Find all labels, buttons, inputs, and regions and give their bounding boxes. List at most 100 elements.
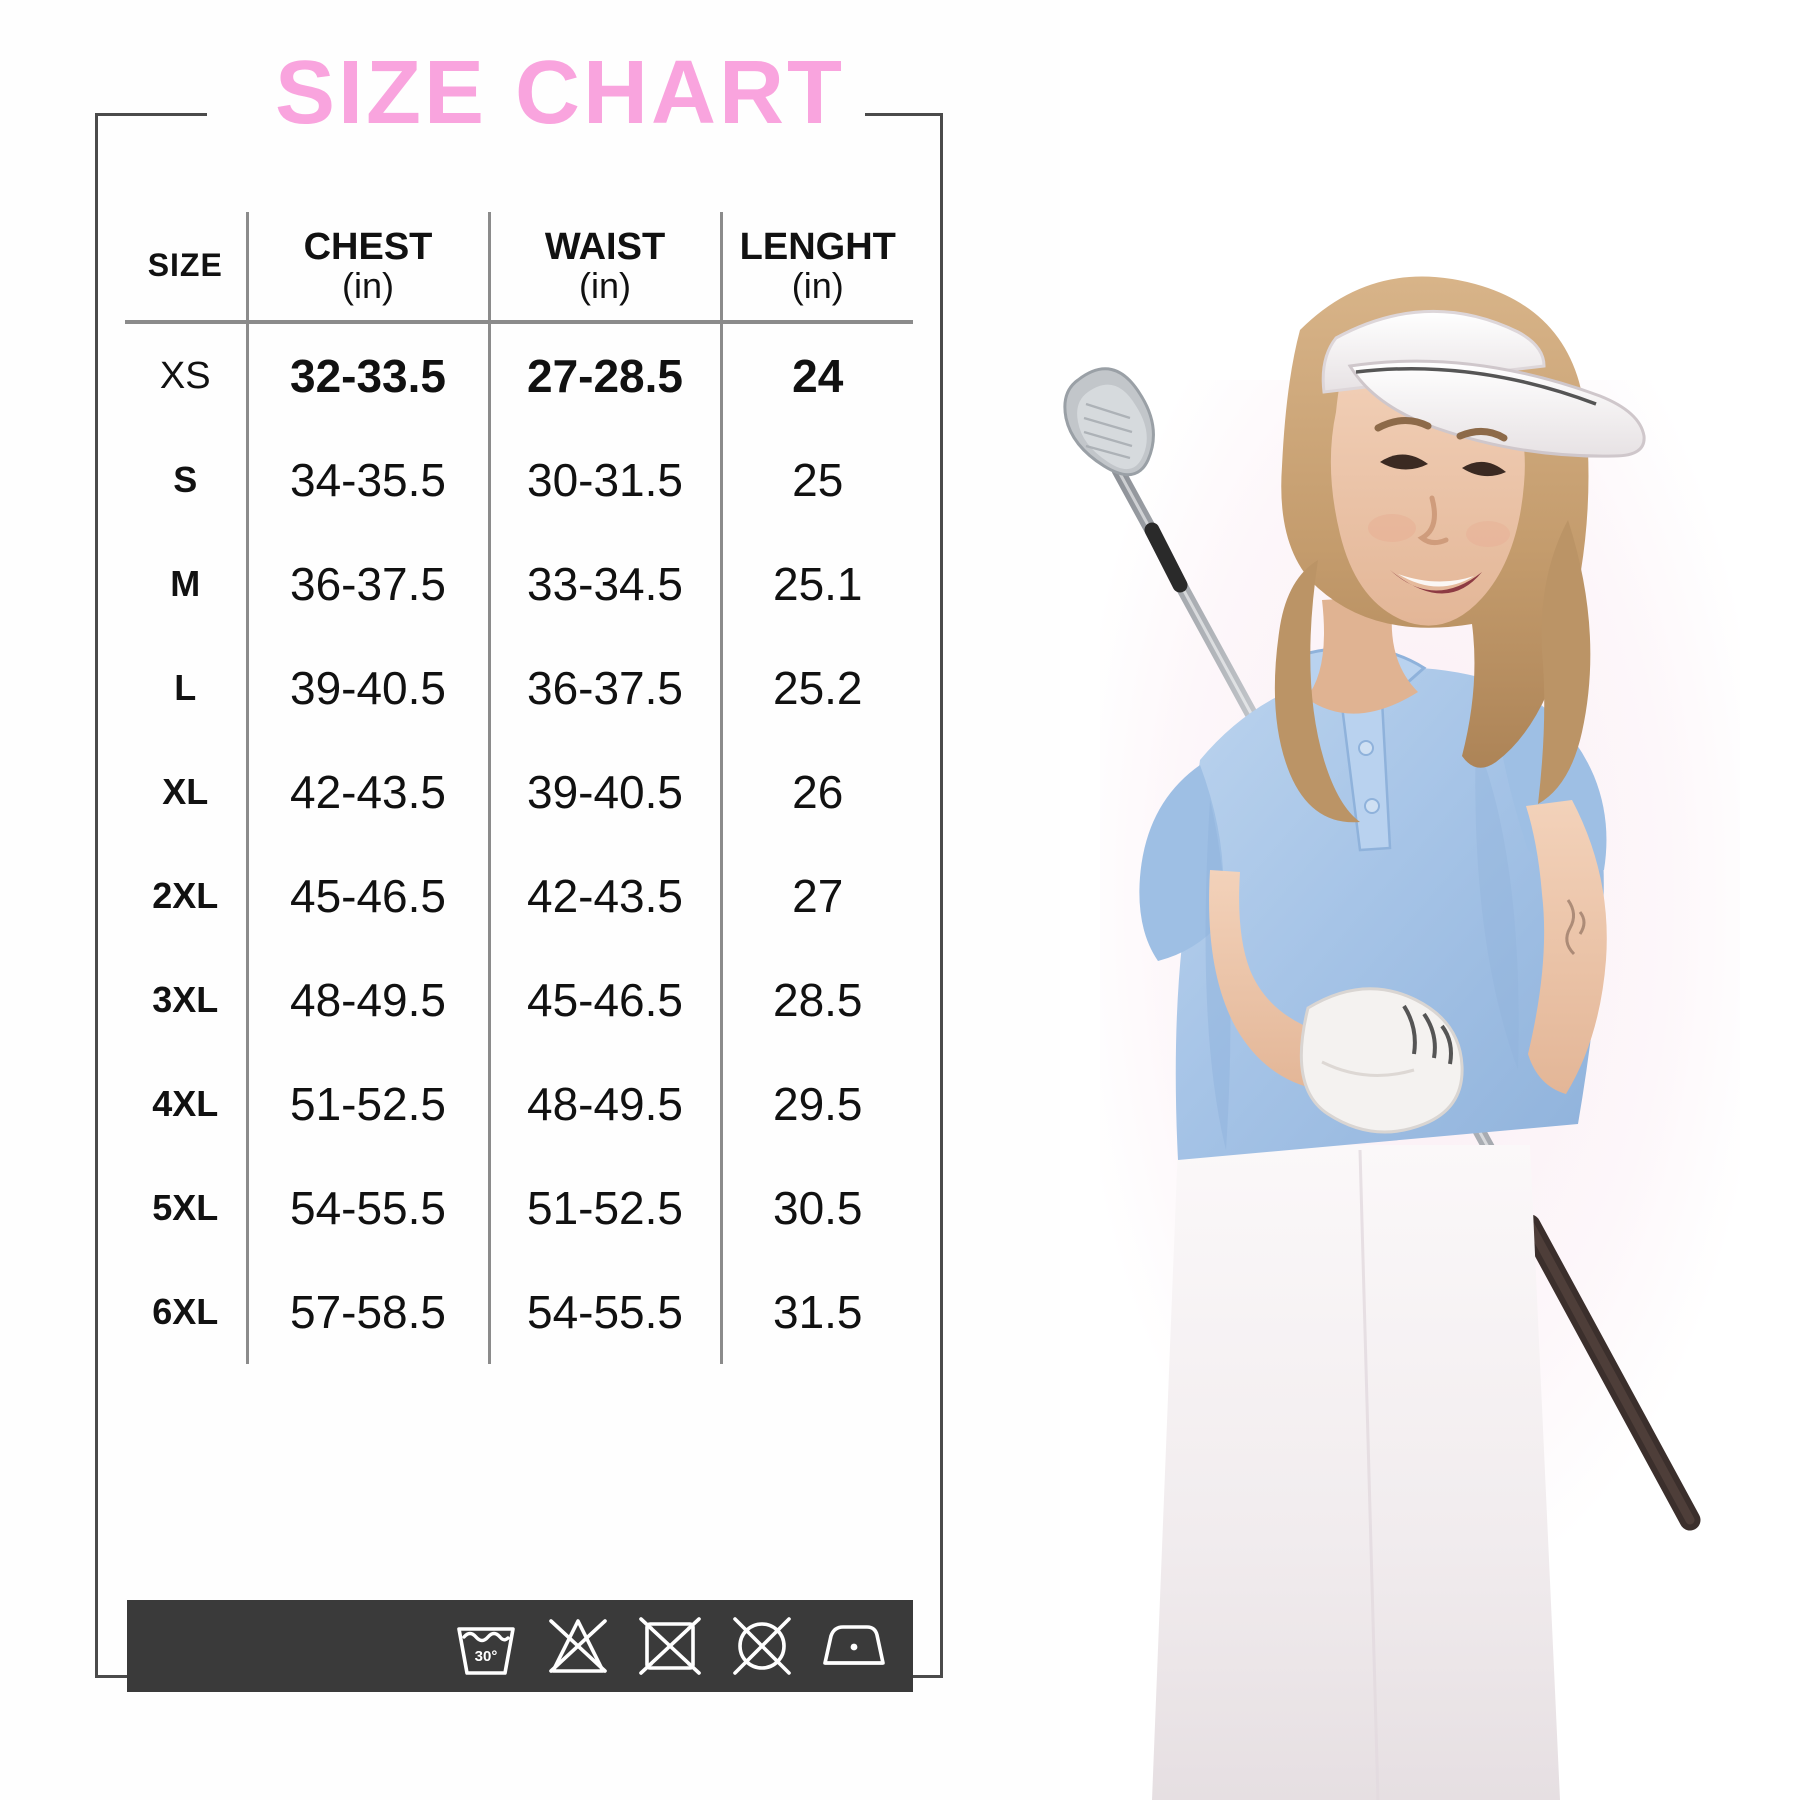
table-row: 4XL 51-52.5 48-49.5 29.5 <box>125 1052 913 1156</box>
cell-chest: 42-43.5 <box>245 740 489 844</box>
model-photo-panel <box>1060 0 1800 1800</box>
table-row: XL 42-43.5 39-40.5 26 <box>125 740 913 844</box>
table-row: 2XL 45-46.5 42-43.5 27 <box>125 844 913 948</box>
table-header-row: SIZE CHEST (in) WAIST (in) LENGHT (in) <box>125 212 913 322</box>
photo-stage <box>1060 0 1800 1800</box>
model-eye-left <box>1380 454 1428 470</box>
cell-length: 31.5 <box>719 1260 913 1364</box>
cell-size: S <box>173 459 198 500</box>
cell-length: 26 <box>719 740 913 844</box>
cell-waist: 48-49.5 <box>487 1052 721 1156</box>
cell-chest: 32-33.5 <box>245 322 489 428</box>
cell-waist: 45-46.5 <box>487 948 721 1052</box>
do-not-dry-clean-icon <box>733 1617 791 1675</box>
golf-club-head <box>1063 367 1155 477</box>
woman-golfer-photo <box>1063 276 1701 1800</box>
model-skirt <box>1152 1145 1560 1800</box>
cell-size: XL <box>162 771 209 812</box>
column-header-chest-label: CHEST <box>303 225 433 268</box>
table-body: XS 32-33.5 27-28.5 24 S 34-35.5 30-31.5 25 M 36-3… <box>125 322 913 1364</box>
cell-length: 24 <box>719 322 913 428</box>
cell-chest: 36-37.5 <box>245 532 489 636</box>
cell-chest: 39-40.5 <box>245 636 489 740</box>
cell-chest: 57-58.5 <box>245 1260 489 1364</box>
cell-waist: 30-31.5 <box>487 428 721 532</box>
cell-waist: 39-40.5 <box>487 740 721 844</box>
column-header-length-label: LENGHT <box>739 225 896 268</box>
model-neck <box>1306 596 1418 714</box>
model-arm-right <box>1526 800 1607 1094</box>
model-head <box>1274 276 1646 823</box>
cell-length: 25.1 <box>719 532 913 636</box>
size-chart-panel: SIZE CHART SIZE CHEST (in) <box>95 43 943 1692</box>
machine-wash-temp-label: 30° <box>475 1648 498 1665</box>
model-mouth <box>1390 570 1482 594</box>
cell-chest: 54-55.5 <box>245 1156 489 1260</box>
table-header: SIZE CHEST (in) WAIST (in) LENGHT (in) <box>125 212 913 322</box>
model-teeth <box>1398 574 1474 587</box>
cell-size: M <box>170 563 201 604</box>
cell-waist: 33-34.5 <box>487 532 721 636</box>
cell-chest: 34-35.5 <box>245 428 489 532</box>
model-nose <box>1417 495 1449 546</box>
model-eyebrow-left <box>1374 417 1432 432</box>
cell-waist: 42-43.5 <box>487 844 721 948</box>
shirt-button-top <box>1358 740 1374 756</box>
column-header-chest-unit: (in) <box>342 265 394 307</box>
model-body <box>1139 596 1607 1800</box>
table-row: 3XL 48-49.5 45-46.5 28.5 <box>125 948 913 1052</box>
cell-waist: 54-55.5 <box>487 1260 721 1364</box>
frame-top-left-stub <box>95 113 207 116</box>
cell-size: 6XL <box>152 1291 219 1332</box>
table-row: 6XL 57-58.5 54-55.5 31.5 <box>125 1260 913 1364</box>
cell-chest: 45-46.5 <box>245 844 489 948</box>
column-header-waist-label: WAIST <box>544 225 666 268</box>
cell-chest: 48-49.5 <box>245 948 489 1052</box>
table-row: 5XL 54-55.5 51-52.5 30.5 <box>125 1156 913 1260</box>
cell-length: 25.2 <box>719 636 913 740</box>
cell-size: L <box>174 667 197 708</box>
cell-length: 28.5 <box>719 948 913 1052</box>
cell-chest: 51-52.5 <box>245 1052 489 1156</box>
cell-waist: 51-52.5 <box>487 1156 721 1260</box>
cell-size: 4XL <box>152 1083 219 1124</box>
table-row: XS 32-33.5 27-28.5 24 <box>125 322 913 428</box>
table-row: S 34-35.5 30-31.5 25 <box>125 428 913 532</box>
do-not-bleach-icon <box>549 1619 607 1673</box>
cell-length: 25 <box>719 428 913 532</box>
model-hair-strand-left <box>1274 560 1360 823</box>
page-title: SIZE CHART <box>275 43 845 143</box>
column-header-length: LENGHT (in) <box>719 212 913 322</box>
column-header-chest: CHEST (in) <box>245 212 489 322</box>
cell-length: 29.5 <box>719 1052 913 1156</box>
cell-size: 5XL <box>152 1187 219 1228</box>
shirt-button-bottom <box>1364 798 1380 814</box>
table-row: L 39-40.5 36-37.5 25.2 <box>125 636 913 740</box>
model-arm-left <box>1209 870 1329 1090</box>
column-header-size: SIZE <box>125 212 247 322</box>
do-not-tumble-dry-icon <box>639 1617 701 1675</box>
model-eye-right <box>1462 461 1506 477</box>
model-sleeve-left <box>1139 765 1224 961</box>
model-eyebrow-right <box>1456 428 1508 442</box>
cell-waist: 36-37.5 <box>487 636 721 740</box>
column-header-waist-unit: (in) <box>579 265 631 307</box>
iron-low-heat-icon <box>823 1625 885 1665</box>
column-header-length-unit: (in) <box>791 265 844 307</box>
machine-wash-30-icon: 30° <box>457 1627 515 1675</box>
cell-length: 30.5 <box>719 1156 913 1260</box>
column-header-waist: WAIST (in) <box>487 212 721 322</box>
model-tattoo <box>1565 899 1586 956</box>
frame-top-right-stub <box>865 113 943 116</box>
table-row: M 36-37.5 33-34.5 25.1 <box>125 532 913 636</box>
frame-right-edge <box>940 113 943 1678</box>
cell-size: 3XL <box>152 979 219 1020</box>
cell-waist: 27-28.5 <box>487 322 721 428</box>
model-golf-glove <box>1299 987 1464 1134</box>
cell-size: XS <box>159 354 211 397</box>
frame-left-edge <box>95 113 98 1678</box>
care-symbols-bar: 30° <box>127 1600 913 1692</box>
cell-size: 2XL <box>152 875 219 916</box>
column-header-size-label: SIZE <box>147 247 223 284</box>
